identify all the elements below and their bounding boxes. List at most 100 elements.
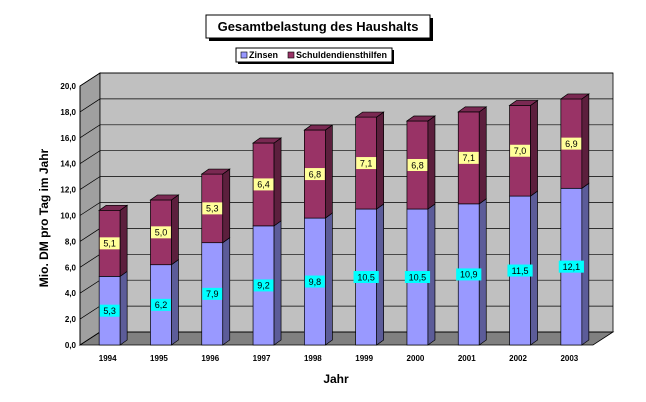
chart-title: Gesamtbelastung des Haushalts xyxy=(218,19,419,34)
bar-side-schuldendiensthilfen-1997 xyxy=(273,137,282,227)
data-label: 7,9 xyxy=(206,289,219,299)
gridline xyxy=(79,98,613,113)
y-tick-label: 4,0 xyxy=(65,289,77,298)
chart-title-box: Gesamtbelastung des Haushalts xyxy=(205,14,433,41)
data-label-bg xyxy=(151,298,171,311)
data-label: 9,8 xyxy=(309,277,322,287)
bar-side-schuldendiensthilfen-2000 xyxy=(427,115,436,210)
bar-group-1995 xyxy=(149,194,180,346)
bar-top-2000 xyxy=(405,115,437,122)
data-label: 7,1 xyxy=(462,153,475,163)
bar-side-zinsen-1997 xyxy=(273,220,282,346)
y-tick-label: 8,0 xyxy=(65,237,77,246)
bar-top-1995 xyxy=(149,194,180,201)
data-label: 5,1 xyxy=(103,239,116,249)
legend-swatch-zinsen xyxy=(240,51,248,59)
bar-side-zinsen-1995 xyxy=(171,259,179,346)
x-tick-label: 2001 xyxy=(458,354,476,363)
data-label: 6,8 xyxy=(309,169,322,179)
data-label-bg xyxy=(99,304,120,317)
gridline xyxy=(79,176,613,190)
y-tick-label: 16,0 xyxy=(60,134,76,143)
bar-side-zinsen-1994 xyxy=(119,270,128,346)
data-label-bg xyxy=(404,271,431,284)
bar-group-1998 xyxy=(303,124,334,346)
bar-side-schuldendiensthilfen-1995 xyxy=(171,194,179,266)
x-tick-label: 2000 xyxy=(407,354,425,363)
y-tick-label: 18,0 xyxy=(60,108,76,117)
data-label: 5,3 xyxy=(206,204,219,214)
data-label-bg xyxy=(561,137,582,150)
x-tick-labels: 1994 1995 1996 1997 1998 1999 2000 2001 2002 2003 xyxy=(99,354,579,363)
y-tick-label: 2,0 xyxy=(65,315,77,324)
data-label: 6,2 xyxy=(155,300,168,310)
data-label-bg xyxy=(456,268,482,281)
bar-top-1997 xyxy=(251,137,283,144)
bar-side-schuldendiensthilfen-1994 xyxy=(119,204,128,278)
bar-group-1996 xyxy=(200,168,231,346)
bar-top-1998 xyxy=(303,124,334,131)
x-tick-label: 1995 xyxy=(150,354,168,363)
bar-group-2003 xyxy=(559,93,590,346)
bar-top-2001 xyxy=(457,106,488,113)
x-tick-label: 1999 xyxy=(355,354,373,363)
legend-label-schuldendiensthilfen: Schuldendiensthilfen xyxy=(296,50,387,60)
y-tick-labels: 0,0 2,0 4,0 6,0 8,0 10,0 12,0 14,0 16,0 18,0 20,0 xyxy=(60,82,76,350)
x-tick-label: 1997 xyxy=(253,354,271,363)
gridline xyxy=(79,202,613,216)
bar-side-schuldendiensthilfen-2001 xyxy=(478,106,487,205)
data-label: 9,2 xyxy=(257,281,270,291)
bar-side-schuldendiensthilfen-1996 xyxy=(222,168,231,244)
x-tick-label: 2002 xyxy=(509,354,527,363)
bar-side-schuldendiensthilfen-2002 xyxy=(530,99,538,197)
y-tick-label: 10,0 xyxy=(60,212,76,221)
bar-top-1994 xyxy=(98,204,129,211)
bar-group-1994 xyxy=(98,204,129,346)
data-label: 7,1 xyxy=(360,158,373,168)
bar-side-schuldendiensthilfen-1998 xyxy=(325,124,333,219)
data-label-bg xyxy=(353,271,379,284)
bar-side-schuldendiensthilfen-2003 xyxy=(581,93,590,189)
bar-top-1999 xyxy=(354,111,385,118)
bar-side-schuldendiensthilfen-1999 xyxy=(376,111,384,210)
data-label: 11,5 xyxy=(512,266,529,276)
y-tick-label: 20,0 xyxy=(60,82,76,91)
data-label: 10,5 xyxy=(357,272,375,282)
bar-top-2002 xyxy=(508,100,539,106)
legend-label-zinsen: Zinsen xyxy=(249,50,278,60)
bar-group-2001 xyxy=(457,106,488,346)
legend: Zinsen Schuldendiensthilfen xyxy=(235,47,394,64)
data-label: 12,1 xyxy=(563,262,581,272)
data-label-bg xyxy=(507,264,533,277)
bar-side-zinsen-1998 xyxy=(325,212,333,346)
x-axis-title: Jahr xyxy=(323,372,349,386)
bar-group-1997 xyxy=(251,137,283,346)
data-label-bg xyxy=(151,226,171,239)
data-label-bg xyxy=(407,158,428,171)
data-label-bg xyxy=(304,275,325,288)
data-labels: 5,3 5,1 6,2 5,0 7,9 5,3 9,2 6,4 9,8 6,8 10,5 7,1 10,… xyxy=(99,137,584,317)
data-label-bg xyxy=(202,287,223,300)
data-label-bg xyxy=(202,202,223,215)
y-tick-label: 12,0 xyxy=(60,186,76,195)
data-label: 7,0 xyxy=(514,146,527,156)
gridline xyxy=(79,150,613,164)
y-tick-label: 14,0 xyxy=(60,160,76,169)
data-label: 10,5 xyxy=(409,272,427,282)
data-label-bg xyxy=(356,157,377,170)
y-tick-label: 6,0 xyxy=(65,263,77,272)
gridline xyxy=(79,124,613,139)
y-axis-title: Mio. DM pro Tag im Jahr xyxy=(37,148,51,287)
data-label-bg xyxy=(458,151,479,164)
y-tick-label: 0,0 xyxy=(65,341,77,350)
bar-side-zinsen-1996 xyxy=(222,237,231,346)
x-tick-label: 2003 xyxy=(560,354,578,363)
legend-swatch-schuldendiensthilfen xyxy=(287,51,295,59)
bar-top-2003 xyxy=(559,93,590,100)
data-label: 10,9 xyxy=(460,270,478,280)
data-label-bg xyxy=(253,279,274,292)
data-label-bg xyxy=(253,178,274,191)
bar-group-2000 xyxy=(405,115,437,346)
bar-top-1996 xyxy=(200,168,231,175)
